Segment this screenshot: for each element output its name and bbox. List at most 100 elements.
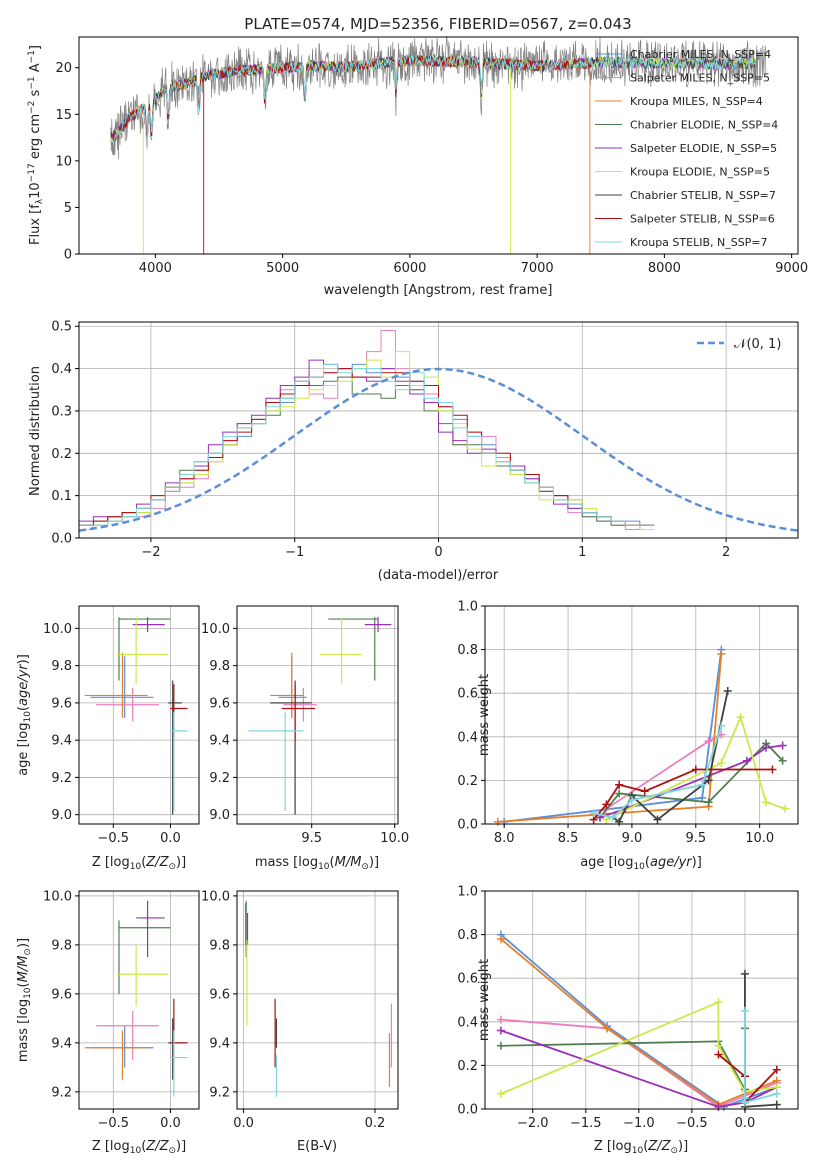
normal-curve: [78, 367, 799, 532]
mass-weight-marker: [640, 787, 649, 796]
y-tick-label: 9.8: [51, 938, 72, 953]
y-tick-label: 9.4: [209, 734, 230, 749]
y-tick-label: 15: [55, 108, 72, 123]
mass-weight-marker: [691, 765, 700, 774]
mass-weight-marker: [589, 809, 598, 818]
legend-label: Salpeter ELODIE, N_SSP=5: [630, 142, 777, 155]
z-label-2: Z [log10(Z/Z⊙)]: [92, 1139, 186, 1156]
mass-weight-marker: [608, 813, 617, 822]
mass-weight-marker: [717, 721, 726, 730]
y-tick-label: 9.6: [51, 987, 72, 1002]
mass-weight-marker: [496, 1041, 505, 1050]
mass-weight-marker: [740, 1098, 749, 1107]
mass-weight-marker: [762, 798, 771, 807]
y-tick-label: 10.0: [43, 622, 72, 637]
y-tick-label: 0.4: [457, 1015, 478, 1030]
legend-label: Kroupa ELODIE, N_SSP=5: [630, 166, 770, 179]
y-tick-label: 5: [64, 201, 72, 216]
x-tick-label: 0.2: [365, 1116, 386, 1131]
mass-vs-ebv-panel: 0.0 0.2 9.2 9.4 9.6 9.8 10.0: [201, 889, 399, 1131]
axes-frame: [78, 605, 200, 825]
x-tick-label: 9.5: [301, 831, 322, 846]
plot-area: [248, 617, 392, 815]
y-tick-label: 0.2: [457, 774, 478, 789]
mass-weight-marker: [615, 780, 624, 789]
y-tick-label: 9.4: [51, 1036, 72, 1051]
mass-weight-marker: [740, 969, 749, 978]
legend-label: Chabrier MILES, N_SSP=4: [630, 48, 771, 61]
axes-frame: [484, 605, 799, 825]
spectrum-legend: Chabrier MILES, N_SSP=4 Salpeter MILES, N…: [595, 48, 778, 249]
y-tick-label: 0.4: [51, 362, 72, 377]
x-tick-label: 6000: [393, 261, 426, 276]
mass-weight-marker: [496, 1089, 505, 1098]
mass-weight-marker: [781, 804, 790, 813]
mass-weight-marker: [496, 1015, 505, 1024]
y-tick-label: 0.0: [51, 532, 72, 547]
y-tick-label: 0: [64, 248, 72, 263]
mass-weight-marker: [653, 815, 662, 824]
mass-vs-z-panel: −0.5 0.0 9.2 9.4 9.6 9.8 10.0: [43, 889, 200, 1131]
ebv-xlabel: E(B-V): [297, 1139, 337, 1154]
mass-weight-marker: [778, 741, 787, 750]
model-spectrum-line: [110, 54, 756, 143]
legend-label: Chabrier ELODIE, N_SSP=4: [630, 119, 778, 132]
mass-weight-marker: [627, 796, 636, 805]
age-vs-mass-panel: 9.5 10.0 9.0 9.2 9.4 9.6 9.8 10.0: [201, 605, 409, 846]
spectrum-ylabel: Flux [fλ10−17 erg cm−2 s−1 A−1]: [27, 45, 45, 245]
mass-weight-marker: [717, 649, 726, 658]
y-tick-label: 0.8: [457, 928, 478, 943]
y-tick-label: 9.2: [209, 1085, 230, 1100]
x-tick-label: 0.0: [233, 1116, 254, 1131]
mass-weight-line: [500, 1029, 778, 1108]
y-tick-label: 9.0: [51, 808, 72, 823]
y-tick-label: 0.2: [457, 1059, 478, 1074]
mass-weight-vs-z-panel: −2.0 −1.5 −1.0 −0.5 0.0 0.0 0.2 0.4 0.6 0.8 1.0: [457, 885, 799, 1131]
axes-frame: [236, 605, 399, 825]
resid-xlabel: (data-model)/error: [378, 568, 499, 583]
plot-area: [244, 900, 393, 1097]
mass-weight-marker: [772, 1089, 781, 1098]
mass-weight-marker: [714, 1050, 723, 1059]
plot-area: [78, 330, 799, 532]
legend-label: Chabrier STELIB, N_SSP=7: [630, 189, 776, 202]
mass-label-1: mass [log10(M/M⊙)]: [255, 855, 379, 872]
y-tick-label: 10: [55, 154, 72, 169]
mass-weight-ylabel-1: mass weight: [477, 674, 492, 756]
mass-weight-marker: [772, 1065, 781, 1074]
y-tick-label: 9.2: [51, 1085, 72, 1100]
x-tick-label: 8.5: [558, 831, 579, 846]
y-tick-label: 9.8: [209, 659, 230, 674]
y-tick-label: 9.4: [209, 1036, 230, 1051]
mass-ylabel-2: mass [log10(M/M⊙)]: [16, 938, 33, 1062]
x-tick-label: 10.0: [745, 831, 774, 846]
y-tick-label: 9.0: [209, 808, 230, 823]
y-tick-label: 9.6: [209, 696, 230, 711]
y-tick-label: 0.0: [457, 818, 478, 833]
y-tick-label: 10.0: [43, 889, 72, 904]
axes-frame: [484, 890, 799, 1110]
z-label-1: Z [log10(Z/Z⊙)]: [92, 855, 186, 872]
x-tick-label: 9.0: [622, 831, 643, 846]
x-tick-label: −2: [141, 545, 160, 560]
mass-weight-marker: [742, 756, 751, 765]
plot-area: [493, 645, 790, 826]
x-tick-label: −1: [285, 545, 304, 560]
y-tick-label: 20: [55, 61, 72, 76]
y-tick-label: 0.0: [457, 1103, 478, 1118]
x-tick-label: 10.0: [380, 831, 409, 846]
mass-weight-marker: [496, 934, 505, 943]
spectrum-panel: 4000 5000 6000 7000 8000 9000 0 5 10 15 20 Flux [fλ…: [27, 35, 808, 276]
spectrum-xlabel: wavelength [Angstrom, rest frame]: [324, 283, 553, 298]
y-tick-label: 0.6: [457, 687, 478, 702]
mass-weight-marker: [602, 800, 611, 809]
mass-weight-marker: [736, 713, 745, 722]
x-tick-label: −0.5: [676, 1116, 708, 1131]
mass-weight-marker: [615, 789, 624, 798]
y-tick-label: 9.8: [209, 938, 230, 953]
mass-weight-marker: [762, 743, 771, 752]
residual-panel: −2 −1 0 1 2 0.0 0.1 0.2 0.3 0.4 0.5 𝒩(0, 1): [51, 320, 799, 560]
legend-label: Kroupa MILES, N_SSP=4: [630, 95, 763, 108]
x-tick-label: 9000: [775, 261, 808, 276]
mass-weight-marker: [714, 1041, 723, 1050]
